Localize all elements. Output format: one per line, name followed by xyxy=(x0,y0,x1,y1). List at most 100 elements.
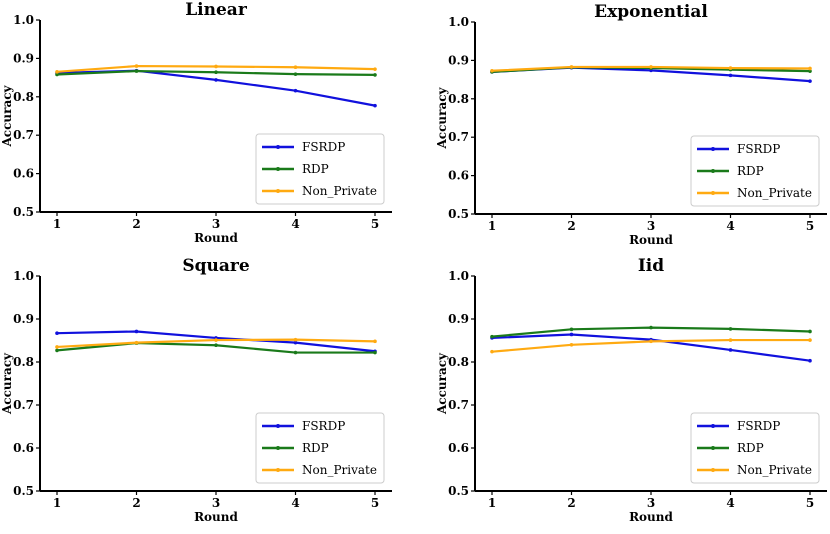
legend-label: Non_Private xyxy=(737,463,812,477)
data-point-rdp xyxy=(569,327,574,332)
x-tick-label: 5 xyxy=(371,496,379,510)
y-tick-label: 0.6 xyxy=(448,169,469,183)
data-point-non_private xyxy=(728,338,733,342)
chart-panel-linear: Linear 0.5 0.6 0.7 0.8 0.9 1.0 1 2 3 4 5 Round Accura… xyxy=(0,0,392,245)
x-axis-label: Round xyxy=(194,510,238,524)
data-point-fsrdp xyxy=(808,358,812,363)
y-tick-label: 0.9 xyxy=(448,312,469,326)
x-tick-label: 4 xyxy=(291,217,299,231)
data-point-fsrdp xyxy=(214,78,218,82)
data-point-rdp xyxy=(808,329,812,334)
x-tick-label: 5 xyxy=(806,496,814,510)
chart-panel-square: Square 0.5 0.6 0.7 0.8 0.9 1.0 1 2 3 4 5 Round Accura… xyxy=(0,256,392,524)
data-point-non_private xyxy=(373,339,377,344)
y-tick-label: 0.9 xyxy=(448,53,469,67)
x-tick-label: 1 xyxy=(53,217,61,231)
x-tick-label: 2 xyxy=(567,496,575,510)
x-axis-label: Round xyxy=(629,233,673,247)
legend-label: RDP xyxy=(302,441,329,455)
data-point-non_private xyxy=(569,65,574,69)
data-point-non_private xyxy=(293,65,298,70)
data-point-fsrdp xyxy=(808,79,812,83)
data-point-fsrdp xyxy=(293,340,298,345)
data-point-non_private xyxy=(134,340,139,345)
x-axis-label: Round xyxy=(629,510,673,524)
y-tick-label: 0.7 xyxy=(448,130,469,144)
y-tick-label: 0.5 xyxy=(448,207,469,221)
legend-label: RDP xyxy=(737,441,764,455)
data-point-fsrdp xyxy=(728,348,733,352)
legend-marker xyxy=(711,424,715,428)
data-point-fsrdp xyxy=(293,88,298,93)
legend-label: FSRDP xyxy=(737,142,780,156)
data-point-non_private xyxy=(293,337,298,342)
data-point-fsrdp xyxy=(134,329,139,334)
legend-label: RDP xyxy=(737,164,764,178)
legend-label: Non_Private xyxy=(302,463,377,477)
data-point-non_private xyxy=(808,66,812,71)
y-tick-label: 0.5 xyxy=(13,205,34,219)
legend-marker xyxy=(276,468,280,472)
data-point-fsrdp xyxy=(373,103,377,108)
data-point-non_private xyxy=(55,70,59,74)
x-tick-label: 1 xyxy=(53,496,61,510)
x-tick-label: 3 xyxy=(647,496,655,510)
y-tick-label: 0.7 xyxy=(13,398,34,412)
legend-label: Non_Private xyxy=(737,186,812,200)
y-tick-label: 0.5 xyxy=(448,484,469,498)
data-point-rdp xyxy=(55,348,59,353)
x-tick-label: 2 xyxy=(132,217,140,231)
data-point-fsrdp xyxy=(569,332,574,337)
data-point-fsrdp xyxy=(728,73,733,78)
data-point-non_private xyxy=(728,66,733,70)
legend-marker xyxy=(276,145,280,149)
legend-marker xyxy=(276,167,280,171)
y-axis-label: Accuracy xyxy=(0,84,14,147)
legend-marker xyxy=(711,147,715,151)
data-point-rdp xyxy=(649,325,653,330)
data-point-rdp xyxy=(373,350,377,355)
chart-panel-exponential: Exponential 0.5 0.6 0.7 0.8 0.9 1.0 1 2 3 4 5 Round A… xyxy=(435,2,827,247)
legend-label: FSRDP xyxy=(302,140,345,154)
data-point-rdp xyxy=(490,334,494,339)
y-tick-label: 0.7 xyxy=(13,128,34,142)
y-axis-label: Accuracy xyxy=(0,352,14,415)
data-point-non_private xyxy=(214,64,218,69)
data-point-fsrdp xyxy=(55,331,59,335)
data-point-rdp xyxy=(293,72,298,76)
data-point-rdp xyxy=(134,69,139,73)
y-tick-label: 0.8 xyxy=(448,92,469,106)
y-tick-label: 0.5 xyxy=(13,484,34,498)
data-point-non_private xyxy=(490,349,494,354)
series-line-fsrdp xyxy=(56,69,376,107)
data-point-non_private xyxy=(214,338,218,342)
data-point-non_private xyxy=(373,67,377,71)
legend-marker xyxy=(276,424,280,428)
data-point-non_private xyxy=(808,338,812,342)
data-point-non_private xyxy=(490,68,494,73)
data-point-rdp xyxy=(214,70,218,75)
chart-title: Linear xyxy=(185,0,248,20)
y-axis-label: Accuracy xyxy=(435,86,449,149)
x-tick-label: 5 xyxy=(806,219,814,233)
x-tick-label: 5 xyxy=(371,217,379,231)
x-tick-label: 1 xyxy=(488,219,496,233)
data-point-non_private xyxy=(649,339,653,344)
legend-label: RDP xyxy=(302,162,329,176)
y-tick-label: 0.9 xyxy=(13,51,34,65)
chart-title: Iid xyxy=(638,256,664,276)
chart-title: Square xyxy=(182,256,249,276)
legend-label: FSRDP xyxy=(737,419,780,433)
chart-title: Exponential xyxy=(594,2,708,22)
legend-label: Non_Private xyxy=(302,184,377,198)
legend-marker xyxy=(711,468,715,472)
data-point-non_private xyxy=(55,345,59,349)
data-point-rdp xyxy=(373,73,377,77)
data-point-rdp xyxy=(808,69,812,73)
y-tick-label: 0.6 xyxy=(13,167,34,181)
legend xyxy=(255,133,385,205)
y-tick-label: 0.7 xyxy=(448,398,469,412)
y-tick-label: 0.8 xyxy=(448,355,469,369)
y-tick-label: 0.8 xyxy=(13,355,34,369)
